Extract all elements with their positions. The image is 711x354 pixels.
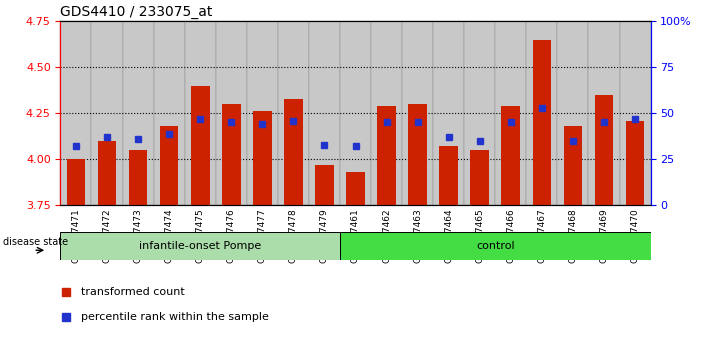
Bar [589,21,619,205]
Bar [433,21,464,205]
Bar [619,21,651,205]
FancyBboxPatch shape [60,232,340,260]
Text: percentile rank within the sample: percentile rank within the sample [81,312,269,322]
Bar [92,21,122,205]
Bar [371,21,402,205]
Bar [284,98,303,205]
Text: disease state: disease state [3,237,68,247]
Bar [378,106,396,205]
Bar [626,121,644,205]
Bar [464,21,496,205]
Bar [501,106,520,205]
Bar [160,126,178,205]
Bar [309,21,340,205]
Bar [564,126,582,205]
Bar [346,172,365,205]
Bar [408,104,427,205]
Bar [67,159,85,205]
Bar [191,86,210,205]
Text: GDS4410 / 233075_at: GDS4410 / 233075_at [60,5,213,19]
Bar [129,150,147,205]
Bar [594,95,614,205]
Text: infantile-onset Pompe: infantile-onset Pompe [139,241,262,251]
Bar [215,21,247,205]
Bar [60,21,92,205]
Bar [340,21,371,205]
Bar [402,21,433,205]
Bar [247,21,278,205]
Bar [526,21,557,205]
FancyBboxPatch shape [340,232,651,260]
Bar [278,21,309,205]
Bar [533,40,551,205]
Bar [557,21,589,205]
Bar [471,150,489,205]
Bar [185,21,215,205]
Bar [315,165,333,205]
Bar [97,141,117,205]
Bar [154,21,185,205]
Bar [439,147,458,205]
Bar [222,104,240,205]
Bar [253,112,272,205]
Text: transformed count: transformed count [81,287,185,297]
Bar [122,21,154,205]
Bar [496,21,526,205]
Text: control: control [476,241,515,251]
